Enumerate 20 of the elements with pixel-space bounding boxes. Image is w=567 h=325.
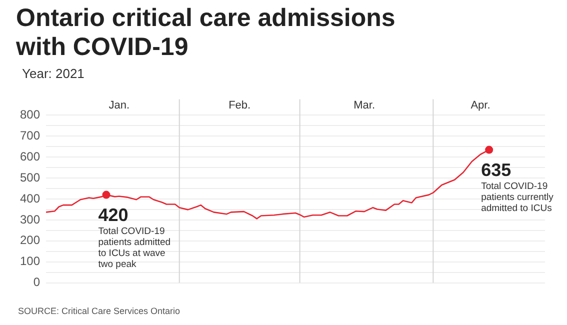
y-tick-label: 800	[20, 108, 40, 122]
y-tick-label: 200	[20, 233, 40, 248]
y-tick-label: 700	[20, 128, 40, 142]
y-tick-label: 0	[33, 275, 40, 290]
y-tick-label: 400	[20, 191, 40, 206]
source-note: SOURCE: Critical Care Services Ontario	[18, 306, 180, 316]
annotation: 420	[98, 204, 128, 225]
chart-subtitle: Year: 2021	[22, 66, 84, 81]
x-tick-label: Feb.	[228, 100, 251, 112]
y-tick-label: 600	[20, 149, 40, 164]
x-tick-label: Mar.	[354, 100, 376, 112]
x-tick-label: Apr.	[470, 100, 490, 112]
annotation: Total COVID-19 patients currently admitted to ICUs	[481, 180, 554, 214]
y-tick-label: 100	[20, 254, 40, 268]
annotation: Total COVID-19 patients admitted to ICUs at wave two peak	[98, 226, 171, 270]
chart-title: Ontario critical care admissions with COVID-19	[16, 4, 396, 62]
annotation: 635	[481, 160, 512, 180]
y-tick-label: 300	[20, 212, 40, 226]
y-tick-label: 500	[20, 170, 40, 184]
x-tick-label: Jan.	[108, 100, 130, 112]
